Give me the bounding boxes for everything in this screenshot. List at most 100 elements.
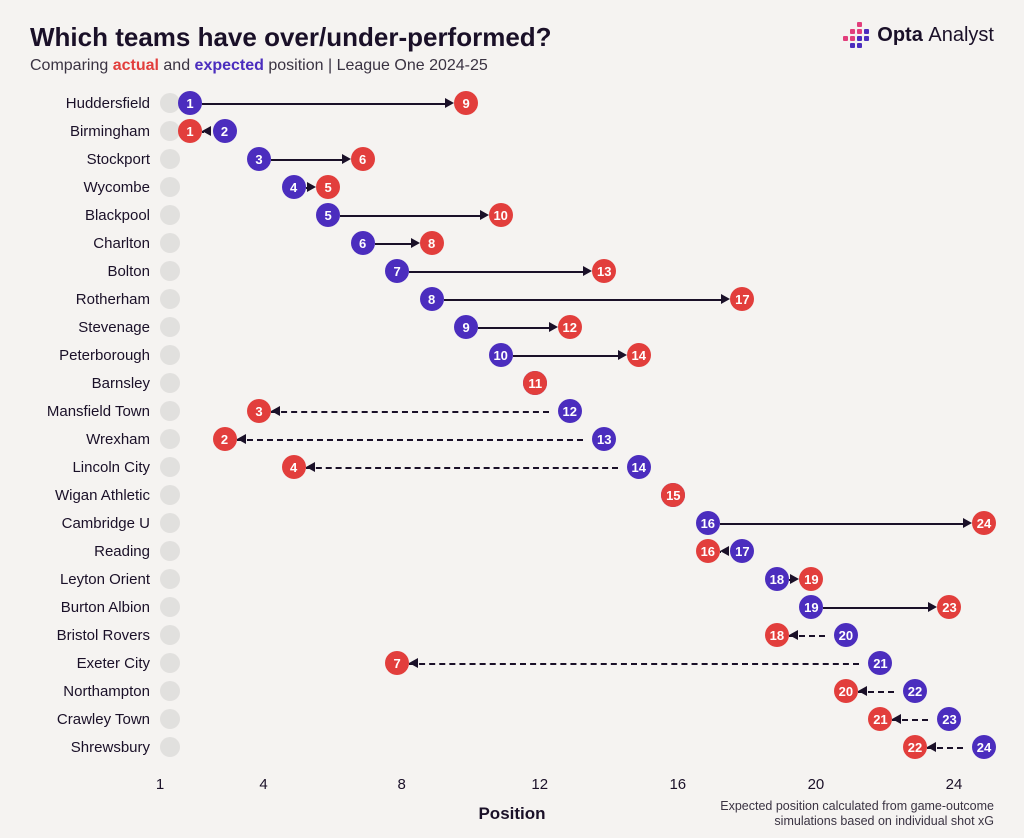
- expected-position-dot: 6: [351, 231, 375, 255]
- underperform-arrow: [340, 215, 480, 217]
- actual-position-dot: 18: [765, 623, 789, 647]
- team-row: Lincoln City414: [190, 453, 984, 481]
- footnote-line2: simulations based on individual shot xG: [774, 814, 994, 828]
- team-row: Wigan Athletic1515: [190, 481, 984, 509]
- actual-position-dot: 16: [696, 539, 720, 563]
- team-row: Charlton68: [190, 229, 984, 257]
- team-crest-icon: [160, 373, 180, 393]
- arrowhead-icon: [790, 574, 799, 584]
- team-row: Bristol Rovers1820: [190, 621, 984, 649]
- subtitle-expected-word: expected: [195, 57, 264, 74]
- team-crest-icon: [160, 233, 180, 253]
- arrowhead-icon: [409, 658, 418, 668]
- overperform-arrow: [409, 663, 859, 665]
- actual-position-dot: 1: [178, 119, 202, 143]
- arrowhead-icon: [721, 294, 730, 304]
- team-crest-icon: [160, 485, 180, 505]
- team-crest-icon: [160, 653, 180, 673]
- x-tick-label: 20: [808, 776, 825, 793]
- team-row: Cambridge U1624: [190, 509, 984, 537]
- actual-position-dot: 21: [868, 707, 892, 731]
- actual-position-dot: 3: [247, 399, 271, 423]
- expected-position-dot: 12: [558, 399, 582, 423]
- team-row: Wrexham213: [190, 425, 984, 453]
- subtitle-actual-word: actual: [113, 57, 159, 74]
- actual-position-dot: 6: [351, 147, 375, 171]
- expected-position-dot: 24: [972, 735, 996, 759]
- arrowhead-icon: [927, 742, 936, 752]
- arrowhead-icon: [618, 350, 627, 360]
- expected-position-dot: 16: [696, 511, 720, 535]
- brand-name-light: Analyst: [928, 24, 994, 46]
- team-crest-icon: [160, 345, 180, 365]
- team-crest-icon: [160, 457, 180, 477]
- team-row: Rotherham817: [190, 285, 984, 313]
- underperform-arrow: [375, 243, 411, 245]
- expected-position-dot: 3: [247, 147, 271, 171]
- expected-position-dot: 19: [799, 595, 823, 619]
- underperform-arrow: [202, 103, 445, 105]
- underperform-arrow: [271, 159, 342, 161]
- x-tick-label: 8: [397, 776, 405, 793]
- team-row: Mansfield Town312: [190, 397, 984, 425]
- actual-position-dot: 23: [937, 595, 961, 619]
- team-row: Peterborough1014: [190, 341, 984, 369]
- team-crest-icon: [160, 737, 180, 757]
- expected-position-dot: 4: [282, 175, 306, 199]
- team-crest-icon: [160, 401, 180, 421]
- team-crest-icon: [160, 681, 180, 701]
- expected-position-dot: 8: [420, 287, 444, 311]
- x-tick-label: 4: [259, 776, 267, 793]
- expected-position-dot: 5: [316, 203, 340, 227]
- x-tick-label: 24: [946, 776, 963, 793]
- expected-position-dot: 17: [730, 539, 754, 563]
- x-axis: 14812162024: [160, 776, 1014, 796]
- team-row: Barnsley1111: [190, 369, 984, 397]
- team-crest-icon: [160, 261, 180, 281]
- overperform-arrow: [271, 411, 549, 413]
- team-crest-icon: [160, 93, 180, 113]
- team-crest-icon: [160, 177, 180, 197]
- subtitle-mid: and: [159, 57, 195, 74]
- expected-position-dot: 13: [592, 427, 616, 451]
- team-row: Northampton2022: [190, 677, 984, 705]
- team-crest-icon: [160, 569, 180, 589]
- team-crest-icon: [160, 121, 180, 141]
- arrowhead-icon: [237, 434, 246, 444]
- subtitle-prefix: Comparing: [30, 57, 113, 74]
- arrowhead-icon: [411, 238, 420, 248]
- actual-position-dot: 11: [523, 371, 547, 395]
- actual-position-dot: 20: [834, 679, 858, 703]
- team-row: Wycombe45: [190, 173, 984, 201]
- x-tick-label: 16: [669, 776, 686, 793]
- arrowhead-icon: [892, 714, 901, 724]
- underperform-arrow: [720, 523, 963, 525]
- chart-subtitle: Comparing actual and expected position |…: [30, 57, 994, 75]
- team-crest-icon: [160, 541, 180, 561]
- arrowhead-icon: [342, 154, 351, 164]
- chart-container: Which teams have over/under-performed? C…: [0, 0, 1024, 838]
- brand-logo-icon: [843, 22, 869, 48]
- team-row: Bolton713: [190, 257, 984, 285]
- team-row: Reading1617: [190, 537, 984, 565]
- arrowhead-icon: [202, 126, 211, 136]
- team-crest-icon: [160, 317, 180, 337]
- arrowhead-icon: [549, 322, 558, 332]
- subtitle-suffix: position | League One 2024-25: [264, 57, 488, 74]
- expected-position-dot: 10: [489, 343, 513, 367]
- team-crest-icon: [160, 625, 180, 645]
- team-crest-icon: [160, 709, 180, 729]
- arrowhead-icon: [306, 462, 315, 472]
- expected-position-dot: 14: [627, 455, 651, 479]
- plot-area: Huddersfield19Birmingham12Stockport36Wyc…: [190, 89, 984, 769]
- arrowhead-icon: [789, 630, 798, 640]
- team-row: Huddersfield19: [190, 89, 984, 117]
- expected-position-dot: 1: [178, 91, 202, 115]
- arrowhead-icon: [858, 686, 867, 696]
- arrowhead-icon: [271, 406, 280, 416]
- actual-position-dot: 5: [316, 175, 340, 199]
- arrowhead-icon: [583, 266, 592, 276]
- actual-position-dot: 24: [972, 511, 996, 535]
- actual-position-dot: 12: [558, 315, 582, 339]
- arrowhead-icon: [963, 518, 972, 528]
